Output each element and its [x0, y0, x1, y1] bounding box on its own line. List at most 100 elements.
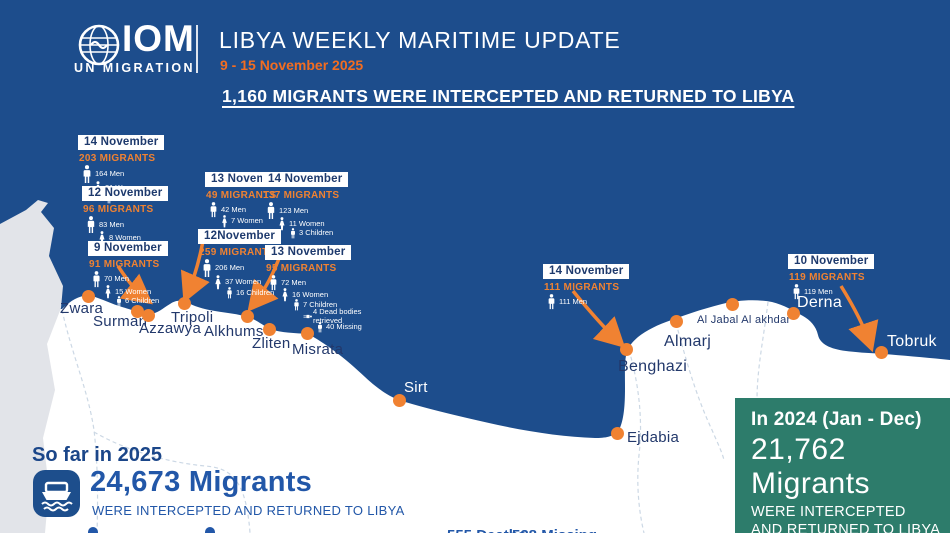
- callout-detail-text: 164 Men: [95, 169, 125, 179]
- callout-detail: 8 Women: [98, 231, 183, 245]
- callout-migrant-count: 49 MIGRANTS: [206, 190, 277, 201]
- callout-detail: 164 Men: [82, 165, 179, 184]
- callout-detail: 6 Children: [116, 296, 189, 307]
- stats-2024-panel: In 2024 (Jan - Dec) 21,762 Migrants WERE…: [735, 398, 950, 533]
- callout-14-november-7: 14 November 111 MIGRANTS 111 Men: [543, 261, 630, 310]
- city-dot-alkhums: [240, 309, 254, 323]
- country-borders: [61, 301, 769, 533]
- callout-detail-text: 16 Women: [292, 289, 329, 299]
- callout-13-november-6: 13 November 95 MIGRANTS 72 Men 16 Women 7 Ch…: [265, 242, 390, 333]
- man-icon: [267, 202, 275, 220]
- man-icon: [793, 284, 800, 300]
- un-migration-label: UN MIGRATION: [74, 61, 195, 75]
- callout-detail: 16 Children: [226, 287, 300, 299]
- callout-detail-text: 7 Children: [303, 299, 338, 309]
- libya-landmass: [0, 295, 950, 533]
- callout-14-november-4: 14 November 137 MIGRANTS 123 Men 11 Women 3 …: [262, 169, 363, 239]
- callout-detail-text: 83 Men: [99, 219, 125, 229]
- city-dot-ejdabia: [610, 426, 624, 440]
- callout-detail: 16 Women: [281, 288, 390, 302]
- callout-detail: 119 Men: [792, 284, 874, 300]
- callout-date: 14 November: [543, 264, 630, 279]
- interception-arrow-4: [839, 285, 879, 353]
- city-dot-misrata: [300, 326, 314, 340]
- city-dot-benghazi: [619, 342, 633, 356]
- city-dot-almarj: [669, 314, 683, 328]
- callout-date: 12November: [198, 229, 282, 244]
- woman-icon: [279, 217, 285, 231]
- woman-icon: [215, 275, 221, 290]
- city-dot-al-jabal-al-akhdar: [725, 297, 739, 311]
- callout-migrant-count: 91 MIGRANTS: [89, 259, 160, 270]
- callout-detail-text: 16 Children: [236, 287, 275, 297]
- callout-migrant-count: 137 MIGRANTS: [263, 190, 340, 201]
- boat-icon: [33, 470, 80, 517]
- callout-detail: 4 Dead bodies retrieved: [303, 307, 390, 325]
- callout-9-november-2: 9 November 91 MIGRANTS 70 Men 15 Women 6 Chi…: [88, 238, 189, 307]
- callout-detail: 111 Men: [547, 294, 629, 310]
- iom-logo-text: IOM: [122, 18, 195, 59]
- city-label-alkhums: Alkhums: [204, 323, 264, 340]
- stats-2024-caption-line2: AND RETURNED TO LIBYA: [751, 522, 941, 533]
- city-label-azzawya: Azzawya: [139, 320, 202, 337]
- person-icon: [88, 527, 98, 533]
- callout-detail: 72 Men: [269, 275, 390, 291]
- iom-globe-icon: [78, 24, 120, 66]
- dead-icon: [303, 315, 312, 319]
- callout-migrant-count: 203 MIGRANTS: [79, 153, 156, 164]
- callout-date: 12 November: [82, 186, 169, 201]
- city-label-derna: Derna: [797, 294, 843, 311]
- callout-migrant-count: 111 MIGRANTS: [544, 282, 620, 293]
- stats-2025-deaths: 555 Deaths: [447, 527, 526, 533]
- man-icon: [83, 165, 91, 183]
- callout-detail: 40 Missing: [317, 322, 390, 333]
- callout-date: 10 November: [788, 254, 875, 269]
- man-icon: [210, 202, 217, 218]
- callout-detail-text: 111 Men: [559, 296, 588, 306]
- city-dot-azzawya: [141, 308, 155, 322]
- woman-icon: [105, 285, 111, 299]
- city-label-al-jabal-al-akhdar: Al Jabal Al akhdar: [697, 314, 791, 326]
- woman-icon: [282, 288, 288, 302]
- callout-detail-text: 3 Children: [299, 228, 334, 238]
- city-dot-zliten: [262, 322, 276, 336]
- callout-migrant-count: 96 MIGRANTS: [83, 204, 154, 215]
- interception-arrow-1: [180, 240, 210, 304]
- city-label-almarj: Almarj: [664, 333, 712, 350]
- person-icon: [205, 527, 215, 533]
- callout-detail: 11 Women: [278, 217, 363, 231]
- report-title: LIBYA WEEKLY MARITIME UPDATE: [219, 27, 621, 53]
- city-label-ejdabia: Ejdabia: [627, 429, 680, 446]
- man-icon: [203, 259, 211, 277]
- callout-detail-text: 37 Women: [225, 277, 262, 287]
- city-dot-zwara: [81, 289, 95, 303]
- callout-detail-text: 119 Men: [804, 286, 833, 296]
- city-label-zliten: Zliten: [252, 335, 291, 352]
- city-label-surman: Surman: [93, 313, 148, 330]
- header-divider: [196, 25, 198, 73]
- city-dot-tripoli: [177, 296, 191, 310]
- man-icon: [87, 216, 95, 234]
- callout-detail-text: 15 Women: [115, 286, 152, 296]
- report-date-range: 9 - 15 November 2025: [220, 57, 364, 73]
- city-label-zwara: Zwara: [60, 300, 104, 317]
- callout-detail: 42 Men: [209, 202, 295, 218]
- callout-10-november-8: 10 November 119 MIGRANTS 119 Men: [788, 251, 875, 300]
- callout-detail: 7 Women: [221, 215, 295, 228]
- stats-2025-missing: 538 Missing: [512, 527, 597, 533]
- child-icon: [294, 299, 299, 311]
- city-label-tripoli: Tripoli: [171, 309, 214, 326]
- stats-2025-title: So far in 2025: [32, 444, 163, 466]
- callout-detail-text: 6 Children: [125, 296, 160, 306]
- callout-detail-text: 42 Men: [221, 204, 247, 214]
- callout-detail-text: 40 Missing: [326, 322, 362, 332]
- interception-arrow-0: [116, 265, 153, 305]
- city-dot-tobruk: [874, 345, 888, 359]
- callout-detail-text: 123 Men: [279, 205, 309, 215]
- callout-migrant-count: 119 MIGRANTS: [789, 272, 865, 283]
- callout-12november-5: 12November 259 MIGRANTS 206 Men 37 Women 16 …: [198, 226, 300, 299]
- man-icon: [270, 275, 277, 291]
- callout-detail-text: 4 Dead bodies retrieved: [313, 307, 362, 325]
- stats-2024-value: 21,762 Migrants: [751, 433, 871, 500]
- man-icon: [93, 271, 100, 288]
